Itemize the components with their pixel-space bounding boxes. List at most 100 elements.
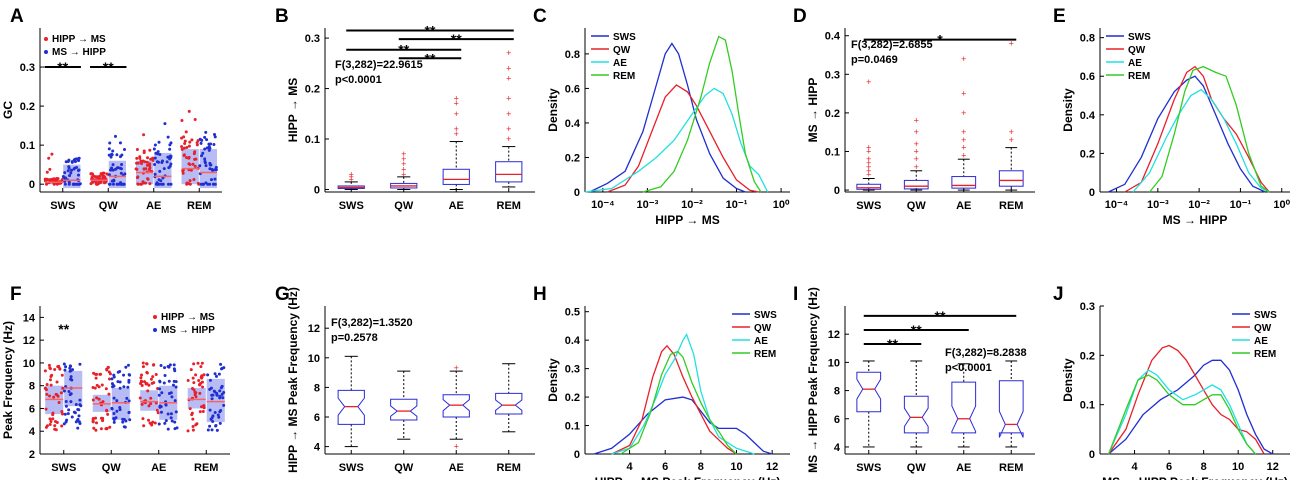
data-point bbox=[119, 182, 123, 186]
x-tick-label: SWS bbox=[50, 200, 75, 212]
panel-letter: C bbox=[533, 6, 547, 27]
data-point bbox=[76, 173, 80, 177]
panel-letter: I bbox=[793, 284, 798, 305]
data-point bbox=[187, 162, 191, 166]
data-point bbox=[98, 174, 102, 178]
x-tick-label: 10⁻⁴ bbox=[591, 199, 614, 211]
y-tick-label: 0 bbox=[314, 184, 320, 196]
data-point bbox=[78, 398, 82, 402]
data-point bbox=[169, 162, 173, 166]
data-point bbox=[214, 165, 218, 169]
data-point bbox=[61, 386, 65, 390]
data-point bbox=[140, 384, 144, 388]
data-point bbox=[187, 182, 191, 186]
data-point bbox=[188, 140, 192, 144]
x-axis-label: HIPP → MS Peak Frequency (Hz) bbox=[595, 475, 781, 480]
data-point bbox=[49, 383, 53, 387]
data-point bbox=[187, 144, 191, 148]
box bbox=[998, 380, 1024, 438]
data-point bbox=[142, 133, 146, 137]
data-point bbox=[119, 171, 123, 175]
data-point bbox=[45, 424, 49, 428]
significance-label: ** bbox=[425, 50, 436, 66]
data-point bbox=[76, 426, 80, 430]
data-point bbox=[169, 412, 173, 416]
data-point bbox=[113, 134, 117, 138]
data-point bbox=[149, 377, 153, 381]
stat-text: F(3,282)=1.3520 bbox=[331, 317, 413, 329]
outlier-marker: + bbox=[401, 159, 406, 169]
data-point bbox=[170, 419, 174, 423]
data-point bbox=[111, 385, 115, 389]
data-point bbox=[123, 148, 127, 152]
data-point bbox=[200, 182, 204, 186]
data-point bbox=[193, 117, 197, 121]
data-point bbox=[68, 366, 72, 370]
data-point bbox=[222, 391, 226, 395]
data-point bbox=[107, 182, 111, 186]
significance-label: ** bbox=[103, 59, 114, 75]
legend-label: SWS bbox=[613, 32, 636, 43]
data-point bbox=[58, 367, 62, 371]
legend-label: AE bbox=[1254, 336, 1268, 347]
y-tick-label: 0.4 bbox=[825, 31, 841, 43]
data-point bbox=[95, 396, 99, 400]
data-point bbox=[60, 409, 64, 413]
data-point bbox=[77, 168, 81, 172]
x-tick-label: QW bbox=[907, 462, 927, 474]
y-tick-label: 0.2 bbox=[1080, 148, 1095, 160]
y-tick-label: 0.5 bbox=[565, 307, 580, 319]
y-tick-label: 10 bbox=[308, 353, 320, 365]
data-point bbox=[70, 160, 74, 164]
series-line-sws bbox=[589, 42, 746, 193]
x-tick-label: 10 bbox=[1232, 461, 1244, 473]
data-point bbox=[191, 428, 195, 432]
data-point bbox=[180, 136, 184, 140]
y-tick-label: 0.2 bbox=[565, 392, 580, 404]
y-tick-label: 0 bbox=[29, 179, 35, 191]
data-point bbox=[209, 178, 213, 182]
legend-label: REM bbox=[613, 71, 635, 82]
data-point bbox=[156, 411, 160, 415]
y-tick-label: 8 bbox=[314, 382, 320, 394]
data-point bbox=[159, 410, 163, 414]
data-point bbox=[135, 161, 139, 165]
y-tick-label: 6 bbox=[834, 414, 840, 426]
data-point bbox=[111, 149, 115, 153]
outlier-marker: + bbox=[914, 162, 919, 172]
data-point bbox=[166, 412, 170, 416]
data-point bbox=[174, 410, 178, 414]
legend-label: REM bbox=[754, 349, 776, 360]
y-tick-label: 0.8 bbox=[565, 49, 580, 61]
data-point bbox=[218, 421, 222, 425]
x-tick-label: AE bbox=[956, 200, 971, 212]
data-point bbox=[107, 147, 111, 151]
outlier-marker: + bbox=[349, 174, 354, 184]
data-point bbox=[64, 400, 68, 404]
data-point bbox=[77, 182, 81, 186]
data-point bbox=[122, 182, 126, 186]
series-line-rem bbox=[642, 35, 762, 193]
outlier-marker: + bbox=[961, 143, 966, 153]
data-point bbox=[138, 155, 142, 159]
data-point bbox=[116, 380, 120, 384]
data-point bbox=[170, 395, 174, 399]
data-point bbox=[141, 365, 145, 369]
data-point bbox=[200, 138, 204, 142]
y-tick-label: 0.4 bbox=[1080, 110, 1096, 122]
data-point bbox=[106, 412, 110, 416]
data-point bbox=[91, 398, 95, 402]
data-point bbox=[70, 415, 74, 419]
box bbox=[495, 392, 523, 415]
data-point bbox=[110, 406, 114, 410]
significance-label: ** bbox=[425, 23, 436, 39]
legend-label: REM bbox=[1128, 71, 1150, 82]
legend-label: QW bbox=[1254, 323, 1272, 334]
y-axis-label: Density bbox=[546, 358, 560, 402]
data-point bbox=[109, 155, 113, 159]
outlier-marker: + bbox=[866, 170, 871, 180]
data-point bbox=[205, 146, 209, 150]
data-point bbox=[116, 370, 120, 374]
x-tick-label: 8 bbox=[1201, 461, 1207, 473]
y-tick-label: 0.2 bbox=[1080, 350, 1095, 362]
